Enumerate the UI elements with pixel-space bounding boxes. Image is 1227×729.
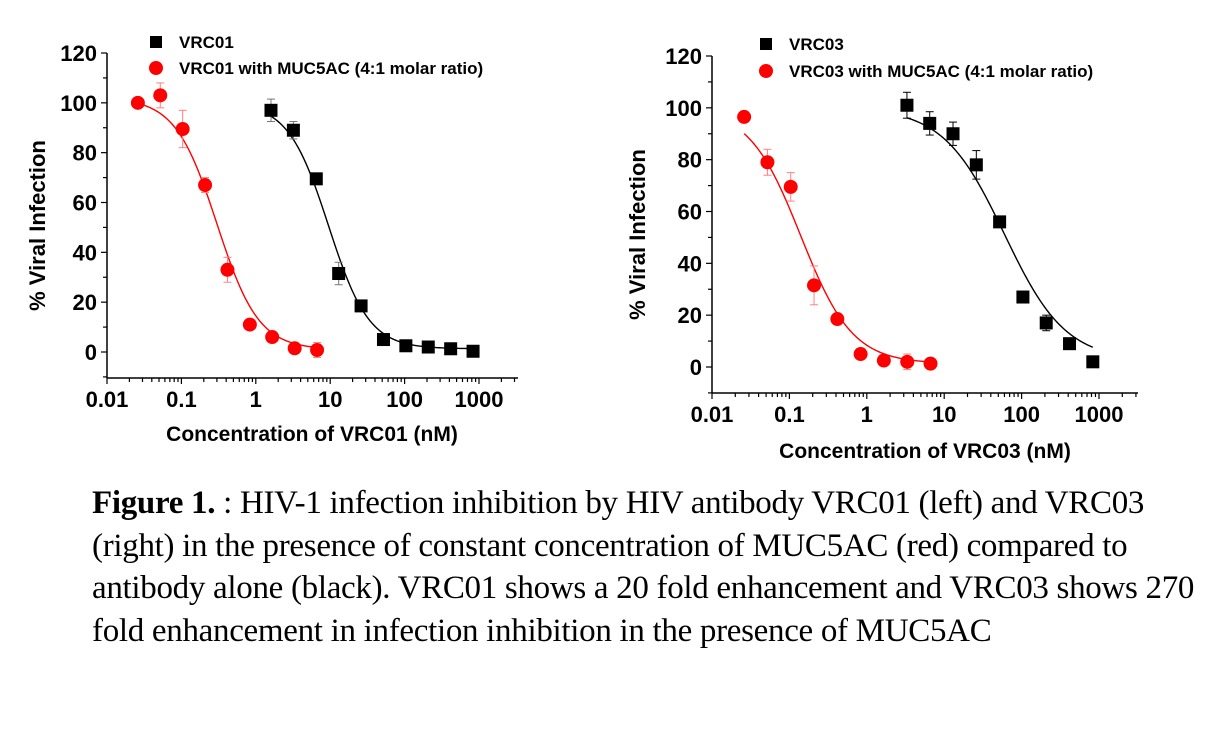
legend-marker-circle	[759, 64, 773, 78]
data-point-square	[993, 215, 1007, 229]
y-tick-label: 100	[665, 96, 702, 121]
data-point-circle	[265, 330, 280, 345]
series-vrc03	[900, 91, 1100, 369]
fit-curve	[270, 115, 474, 350]
data-point-circle	[737, 109, 752, 124]
x-tick-label: 10	[318, 387, 342, 412]
y-tick-label: 80	[678, 148, 702, 173]
data-point-square	[1039, 316, 1053, 330]
legend-label: VRC01 with MUC5AC (4:1 molar ratio)	[179, 59, 483, 78]
x-tick-label: 0.1	[166, 387, 197, 412]
y-tick-label: 60	[678, 200, 702, 225]
data-point-circle	[153, 88, 168, 103]
data-point-circle	[175, 121, 190, 136]
legend-label: VRC01	[179, 33, 234, 52]
x-tick-label: 10	[932, 402, 956, 427]
data-point-circle	[830, 312, 845, 327]
data-point-circle	[783, 179, 798, 194]
data-point-square	[286, 123, 300, 137]
fit-curve	[137, 102, 318, 349]
series-vrc03-with-muc5ac-4-1-molar-ratio-	[737, 109, 938, 371]
y-tick-label: 20	[678, 303, 702, 328]
data-point-circle	[923, 356, 938, 371]
y-tick-label: 80	[73, 141, 97, 166]
fit-curve	[906, 117, 1094, 348]
x-tick-label: 1000	[1075, 402, 1124, 427]
legend-marker-square	[760, 38, 772, 50]
y-tick-label: 40	[73, 240, 97, 265]
y-axis-label: % Viral Infection	[25, 140, 50, 311]
data-point-circle	[198, 178, 213, 193]
data-point-square	[946, 127, 960, 141]
y-tick-label: 120	[60, 41, 97, 66]
data-point-circle	[876, 353, 891, 368]
y-tick-label: 0	[85, 340, 97, 365]
y-tick-label: 60	[73, 191, 97, 216]
x-tick-label: 0.01	[691, 402, 734, 427]
x-tick-label: 0.1	[774, 402, 805, 427]
legend-label: VRC03 with MUC5AC (4:1 molar ratio)	[789, 62, 1093, 81]
caption-label: Figure 1.	[92, 485, 216, 521]
chart-vrc03: 0 20 40 60 80 100 120 0.01 0.1 1 10 100 1000 % Viral …	[625, 35, 1138, 463]
x-tick-label: 0.01	[86, 387, 129, 412]
x-tick-label: 1	[861, 402, 873, 427]
chart-vrc01: 0 20 40 60 80 100 120 0.01 0.1 1 10 100 1000 % Viral …	[25, 33, 518, 446]
data-point-square	[399, 339, 413, 353]
data-point-square	[900, 98, 914, 112]
data-point-square	[376, 333, 390, 347]
fit-curve	[743, 133, 931, 363]
data-point-square	[444, 342, 458, 356]
data-point-circle	[310, 343, 325, 358]
data-point-square	[264, 103, 278, 117]
data-point-circle	[900, 354, 915, 369]
x-tick-label: 1	[250, 387, 262, 412]
y-tick-label: 0	[690, 355, 702, 380]
legend-marker-circle	[149, 61, 163, 75]
legend-marker-square	[150, 36, 162, 48]
data-point-circle	[130, 95, 145, 110]
figure-caption: Figure 1. : HIV-1 infection inhibition b…	[92, 482, 1202, 652]
data-point-square	[969, 158, 983, 172]
data-point-circle	[287, 341, 302, 356]
data-point-square	[332, 267, 346, 281]
data-point-square	[354, 299, 368, 313]
data-point-square	[1086, 355, 1100, 369]
caption-text: : HIV-1 infection inhibition by HIV anti…	[92, 485, 1195, 649]
data-point-circle	[853, 347, 868, 362]
y-axis-label: % Viral Infection	[625, 149, 650, 320]
x-axis-label: Concentration of VRC03 (nM)	[779, 440, 1071, 463]
data-point-square	[309, 172, 323, 186]
y-tick-label: 20	[73, 290, 97, 315]
data-point-square	[421, 340, 435, 354]
data-point-square	[1063, 337, 1077, 351]
data-point-circle	[242, 317, 257, 332]
data-point-circle	[760, 155, 775, 170]
legend-label: VRC03	[789, 35, 844, 54]
data-point-circle	[807, 278, 822, 293]
y-tick-label: 120	[665, 44, 702, 69]
x-tick-label: 100	[1003, 402, 1040, 427]
data-point-square	[1016, 290, 1030, 304]
y-tick-label: 40	[678, 251, 702, 276]
x-tick-label: 100	[386, 387, 423, 412]
x-axis-label: Concentration of VRC01 (nM)	[166, 423, 458, 446]
data-point-circle	[220, 262, 235, 277]
y-tick-label: 100	[60, 91, 97, 116]
x-tick-label: 1000	[455, 387, 504, 412]
data-point-square	[923, 116, 937, 130]
data-point-square	[466, 344, 480, 358]
series-vrc01	[264, 98, 480, 358]
series-vrc01-with-muc5ac-4-1-molar-ratio-	[130, 82, 325, 358]
